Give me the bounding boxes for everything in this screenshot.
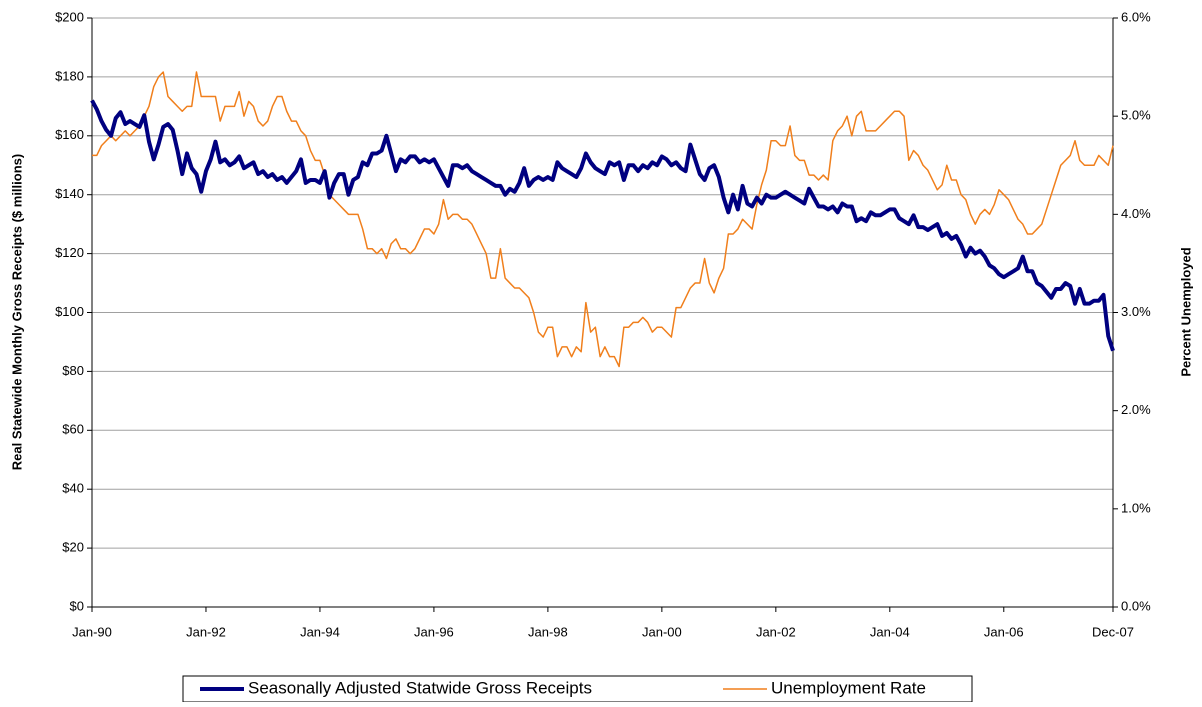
x-tick-label: Dec-07 bbox=[1092, 624, 1134, 639]
y-tick-label: $120 bbox=[55, 245, 84, 260]
series-line bbox=[90, 99, 1115, 352]
x-tick-label: Jan-98 bbox=[528, 624, 568, 639]
y2-tick-label: 0.0% bbox=[1121, 598, 1151, 613]
y2-tick-label: 3.0% bbox=[1121, 304, 1151, 319]
y-tick-label: $80 bbox=[62, 363, 84, 378]
y2-tick-label: 5.0% bbox=[1121, 108, 1151, 123]
legend-box bbox=[182, 675, 973, 703]
y-tick-label: $40 bbox=[62, 481, 84, 496]
y-tick-label: $60 bbox=[62, 422, 84, 437]
y2-tick-label: 1.0% bbox=[1121, 500, 1151, 515]
x-tick-label: Jan-96 bbox=[414, 624, 454, 639]
y-axis-title: Real Statewide Monthly Gross Receipts ($… bbox=[9, 154, 24, 470]
y2-axis-title: Percent Unemployed bbox=[1178, 247, 1193, 376]
y-tick-label: $200 bbox=[55, 9, 84, 24]
y-tick-label: $0 bbox=[70, 598, 84, 613]
y2-tick-label: 2.0% bbox=[1121, 402, 1151, 417]
y-tick-label: $180 bbox=[55, 68, 84, 83]
y-tick-label: $20 bbox=[62, 540, 84, 555]
x-tick-label: Jan-94 bbox=[300, 624, 340, 639]
series-line bbox=[92, 71, 1114, 368]
y-tick-label: $100 bbox=[55, 304, 84, 319]
x-tick-label: Jan-04 bbox=[870, 624, 910, 639]
y2-tick-label: 6.0% bbox=[1121, 9, 1151, 24]
y2-tick-label: 4.0% bbox=[1121, 206, 1151, 221]
x-tick-label: Jan-06 bbox=[984, 624, 1024, 639]
x-tick-label: Jan-00 bbox=[642, 624, 682, 639]
legend-label: Unemployment Rate bbox=[771, 678, 926, 697]
x-tick-label: Jan-02 bbox=[756, 624, 796, 639]
legend-label: Seasonally Adjusted Statwide Gross Recei… bbox=[248, 678, 592, 697]
y-tick-label: $140 bbox=[55, 186, 84, 201]
y-tick-label: $160 bbox=[55, 127, 84, 142]
x-tick-label: Jan-90 bbox=[72, 624, 112, 639]
x-tick-label: Jan-92 bbox=[186, 624, 226, 639]
